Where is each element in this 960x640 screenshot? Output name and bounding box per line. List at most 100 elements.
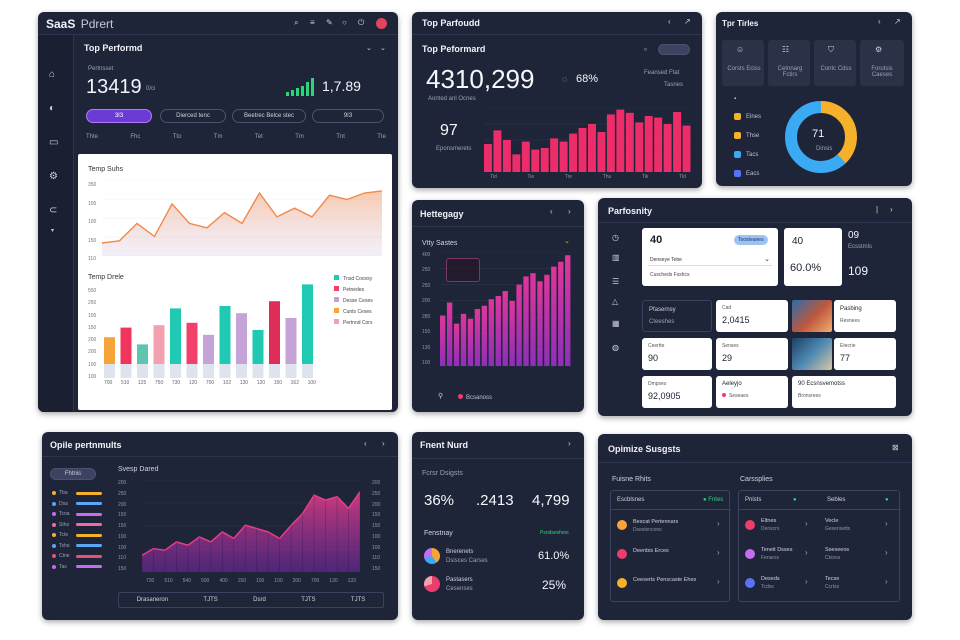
series-row[interactable]: Tas [52, 562, 102, 573]
metric-card[interactable]: Cad 2,0415 [716, 300, 788, 332]
metric-card[interactable]: Aeleyjo Seseaes [716, 376, 788, 408]
suggestion-row[interactable]: Deenbis Erces › [611, 542, 731, 571]
chevron-right-icon[interactable]: › [885, 548, 888, 557]
pin-icon[interactable]: ⚲ [438, 393, 444, 400]
chevron-right-icon[interactable]: › [717, 577, 720, 586]
filter-pill-active[interactable]: 3I3 [86, 109, 152, 123]
filter-pill[interactable] [658, 44, 690, 55]
chevron-right-icon[interactable]: › [805, 519, 808, 528]
value-card[interactable]: 40 60.0% [784, 228, 842, 286]
chevron-down-icon[interactable]: ▾ [51, 228, 55, 234]
suggestion-row[interactable]: Eltnes Denscrs › Vecle Gesensetts › [739, 513, 901, 542]
filter-pill[interactable]: Beetrec Belce stec [232, 109, 306, 123]
metric-card[interactable]: Ceertte 90 [642, 338, 712, 370]
shield-icon: ⛉ [828, 45, 834, 54]
grid-icon[interactable]: ▫ [644, 45, 647, 54]
bar [137, 344, 148, 364]
chevron-right-icon[interactable]: › [885, 577, 888, 586]
series-row[interactable]: Tsho [52, 541, 102, 552]
series-row[interactable]: Stho [52, 520, 102, 531]
tab[interactable]: Tm [213, 134, 223, 140]
series-dot [52, 501, 56, 506]
series-row[interactable]: Dsa [52, 499, 102, 510]
metric-card[interactable]: 90 Ecsnsvemotss Bronsrees [792, 376, 896, 408]
footer-item[interactable]: Dsrd [253, 597, 266, 603]
chevron-right-icon[interactable]: › [805, 577, 808, 586]
close-icon[interactable]: ⊠ [892, 443, 899, 452]
card-tag[interactable]: Toosteanes [734, 235, 768, 245]
list-icon[interactable]: ☰ [612, 277, 620, 286]
tile[interactable]: ⛉ Contc Cdss [814, 40, 856, 86]
series-row[interactable]: Tcte [52, 530, 102, 541]
summary-card[interactable]: 40 Toosteanes Denseye Tebe ⌄ Cuscheds Fs… [642, 228, 778, 286]
tab[interactable]: Tnt [336, 134, 345, 140]
filter-pill[interactable]: Fhtnis [50, 468, 96, 480]
metric-card[interactable]: Senses 29 [716, 338, 788, 370]
filter-pill[interactable]: Dierced tenc [160, 109, 226, 123]
chevron-down-icon[interactable]: ⌄ [380, 45, 386, 52]
list-icon: ☷ [782, 45, 790, 54]
tab[interactable]: Tto [172, 134, 182, 140]
expand-icon[interactable]: ↗ [894, 17, 901, 26]
clock-icon[interactable]: ◷ [612, 233, 619, 242]
suggestion-row[interactable]: Bescat Pertennars Dsesiencons › [611, 513, 731, 542]
circle-icon[interactable]: ○ [342, 18, 347, 27]
tab[interactable]: Tte [377, 134, 386, 140]
series-row[interactable]: Ctne [52, 551, 102, 562]
chevron-down-icon[interactable]: ⌄ [366, 45, 372, 52]
tile[interactable]: ⚙ Forutsis Caeses [860, 40, 904, 86]
warning-icon[interactable]: △ [612, 297, 619, 306]
more-icon[interactable]: ▪ [734, 96, 737, 102]
calendar-icon[interactable]: ▦ [612, 319, 620, 328]
chevron-left-icon[interactable]: ‹ [364, 439, 367, 448]
home-icon[interactable]: ⌂ [49, 69, 56, 80]
suggestion-row[interactable]: Teneit Dsses Fenarss › Sseseeos Ctsnss › [739, 542, 901, 571]
book-icon[interactable]: ▭ [49, 137, 59, 148]
chevron-right-icon[interactable]: › [717, 519, 720, 528]
tile[interactable]: ☺ Corsts Eciss [722, 40, 764, 86]
chevron-right-icon[interactable]: › [885, 519, 888, 528]
series-row[interactable]: Tba [52, 488, 102, 499]
metric-card[interactable]: Pasbing Resnees [834, 300, 896, 332]
settings-icon[interactable]: ⚙ [49, 171, 58, 182]
power-icon[interactable]: ⏻ [358, 18, 365, 27]
expand-icon[interactable]: ↗ [684, 17, 691, 26]
search-icon[interactable]: ⌕ [294, 18, 299, 27]
chevron-right-icon[interactable]: › [382, 439, 385, 448]
series-row[interactable]: Tcna [52, 509, 102, 520]
lock-icon[interactable]: ◐ [49, 103, 56, 114]
suggestion-row[interactable]: Deseds Tcdss › Tecse Ccrtss › [739, 571, 901, 600]
metric-card[interactable]: Etecrie 77 [834, 338, 896, 370]
chevron-right-icon[interactable]: › [717, 548, 720, 557]
chevron-down-icon[interactable]: ⌄ [564, 238, 570, 245]
footer-item[interactable]: TJTS [203, 597, 218, 603]
globe-icon[interactable]: ◍ [612, 343, 619, 352]
page-title: Top Performd [84, 43, 143, 53]
pen-icon[interactable]: ✎ [326, 18, 333, 27]
chevron-left-icon[interactable]: ‹ [550, 207, 553, 216]
bag-icon[interactable]: ⊂ [49, 205, 58, 216]
avatar[interactable] [376, 18, 387, 29]
chevron-right-icon[interactable]: › [568, 207, 571, 216]
chevron-right-icon[interactable]: › [805, 548, 808, 557]
refresh-icon[interactable]: ◌ [562, 74, 568, 84]
tab[interactable]: Fhc [130, 134, 141, 140]
menu-icon[interactable]: ≡ [310, 18, 315, 27]
chevron-right-icon[interactable]: › [568, 439, 571, 448]
tab[interactable]: Tet [254, 134, 263, 140]
chevron-right-icon[interactable]: › [890, 205, 893, 214]
metric-card[interactable]: Dmpses 92,0905 [642, 376, 712, 408]
card-select[interactable]: Denseye Tebe ⌄ [648, 254, 772, 266]
footer-item[interactable]: Drasaneron [136, 597, 169, 603]
chart-icon[interactable]: ▥ [612, 253, 620, 262]
tile[interactable]: ☷ Cetnnarg Fctirs [768, 40, 810, 86]
suggestion-row[interactable]: Ceeserts Penscaste Ehes › [611, 571, 731, 600]
chevron-left-icon[interactable]: ‹ [878, 17, 881, 26]
tab[interactable]: Thte [86, 134, 99, 140]
metric-card[interactable]: Pfasernsy Cteeshes [642, 300, 712, 332]
filter-pill[interactable]: 9I3 [312, 109, 384, 123]
footer-item[interactable]: TJTS [301, 597, 316, 603]
tab[interactable]: Tm [295, 134, 304, 140]
chevron-left-icon[interactable]: ‹ [668, 17, 671, 26]
footer-item[interactable]: TJTS [350, 597, 366, 603]
